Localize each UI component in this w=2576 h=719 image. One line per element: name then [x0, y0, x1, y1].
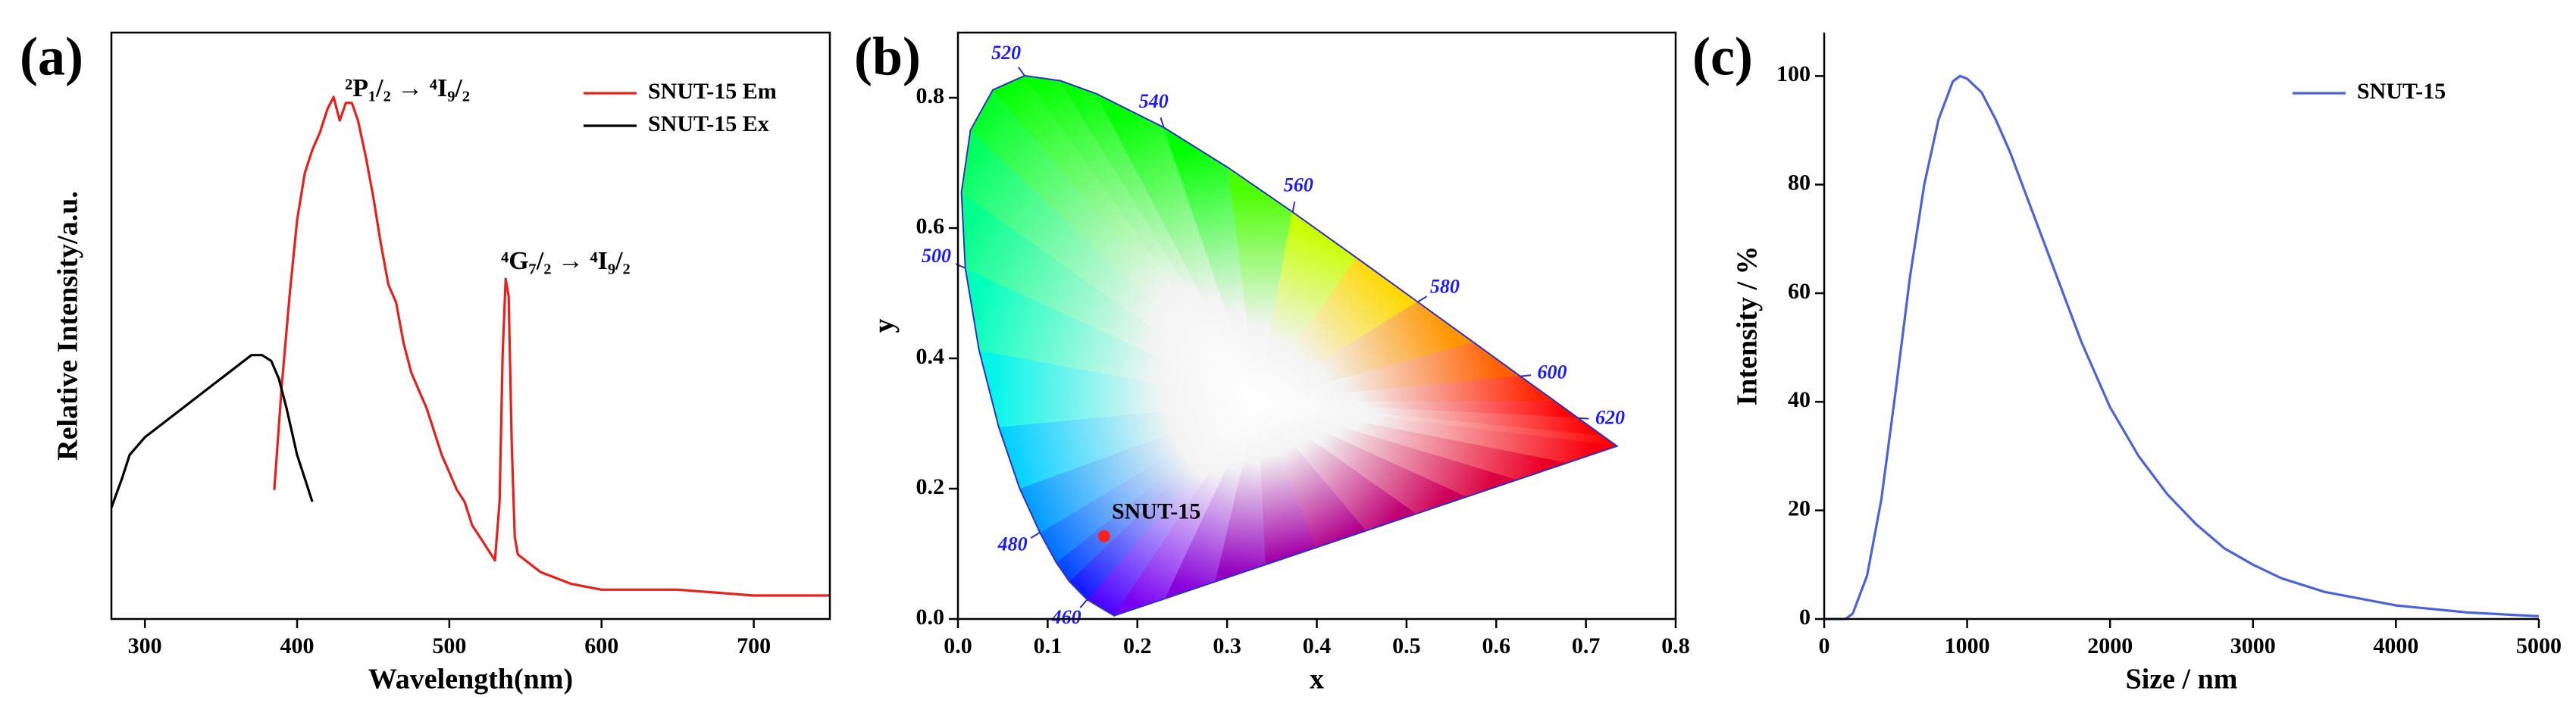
legend-label: SNUT-15 Ex — [648, 111, 769, 136]
locus-label: 520 — [991, 42, 1021, 64]
x-tick-label: 0.3 — [1213, 633, 1241, 658]
y-axis-title: Relative Intensity/a.u. — [52, 191, 84, 461]
x-axis-title: x — [1310, 664, 1324, 696]
annotation: ²P₁/₂ → ⁴I₉/₂ — [345, 74, 470, 102]
y-tick-label: 0.6 — [916, 214, 945, 239]
x-tick-label: 5000 — [2516, 633, 2562, 658]
x-tick-label: 300 — [128, 633, 162, 658]
locus-label: 580 — [1430, 276, 1460, 298]
panel-label: (b) — [854, 27, 921, 87]
x-tick-label: 0.0 — [944, 633, 972, 658]
point-label: SNUT-15 — [1112, 499, 1200, 524]
locus-label: 560 — [1284, 173, 1313, 195]
y-tick-label: 0.4 — [916, 344, 945, 369]
y-tick-label: 0.2 — [916, 474, 945, 499]
y-axis-title: y — [869, 319, 900, 333]
y-tick-label: 0 — [1799, 605, 1811, 630]
locus-tick — [1160, 117, 1165, 128]
series-line — [273, 95, 830, 597]
x-tick-label: 400 — [280, 633, 315, 658]
x-tick-label: 1000 — [1945, 633, 1990, 658]
y-tick-label: 20 — [1788, 496, 1811, 521]
locus-tick — [1291, 201, 1296, 213]
x-axis-title: Wavelength(nm) — [368, 664, 573, 696]
x-tick-label: 0.1 — [1034, 633, 1063, 658]
x-tick-label: 0.2 — [1123, 633, 1152, 658]
spectral-locus — [960, 74, 1619, 617]
locus-tick — [1578, 417, 1589, 420]
locus-label: 500 — [922, 245, 951, 267]
locus-tick — [1417, 295, 1428, 303]
y-tick-label: 40 — [1788, 387, 1811, 412]
x-tick-label: 0.4 — [1303, 633, 1332, 658]
x-axis-title: Size / nm — [2126, 664, 2238, 696]
x-tick-label: 0.6 — [1482, 633, 1511, 658]
panel-label: (a) — [20, 27, 83, 87]
y-tick-label: 0.0 — [916, 605, 945, 630]
x-tick-label: 0 — [1819, 633, 1830, 658]
x-tick-label: 600 — [584, 633, 618, 658]
legend-label: SNUT-15 — [2357, 79, 2446, 104]
x-tick-label: 0.5 — [1392, 633, 1421, 658]
y-tick-label: 0.8 — [916, 83, 945, 108]
plot-frame — [110, 31, 831, 621]
locus-tick — [1520, 374, 1532, 377]
locus-tick — [1018, 66, 1025, 77]
x-tick-label: 4000 — [2373, 633, 2418, 658]
x-tick-label: 3000 — [2230, 633, 2276, 658]
locus-label: 480 — [997, 533, 1028, 555]
x-tick-label: 2000 — [2087, 633, 2133, 658]
x-tick-label: 0.7 — [1572, 633, 1601, 658]
x-tick-label: 700 — [737, 633, 771, 658]
x-tick-label: 500 — [432, 633, 466, 658]
locus-label: 620 — [1595, 407, 1625, 429]
locus-tick — [1079, 599, 1088, 608]
locus-label: 600 — [1538, 361, 1567, 383]
series-line — [110, 354, 314, 508]
panel-label: (c) — [1692, 27, 1753, 87]
y-tick-label: 60 — [1788, 279, 1811, 304]
locus-label: 460 — [1051, 606, 1081, 628]
locus-label: 540 — [1139, 90, 1169, 112]
x-tick-label: 0.8 — [1661, 633, 1690, 658]
data-point — [1097, 530, 1110, 542]
annotation: ⁴G₇/₂ → ⁴I₉/₂ — [501, 247, 631, 275]
y-axis-title: Intensity / % — [1732, 245, 1764, 405]
legend-label: SNUT-15 Em — [648, 79, 777, 104]
y-tick-label: 100 — [1776, 61, 1811, 86]
series-line — [1824, 74, 2540, 621]
y-tick-label: 80 — [1788, 170, 1811, 195]
locus-tick — [1030, 532, 1041, 539]
